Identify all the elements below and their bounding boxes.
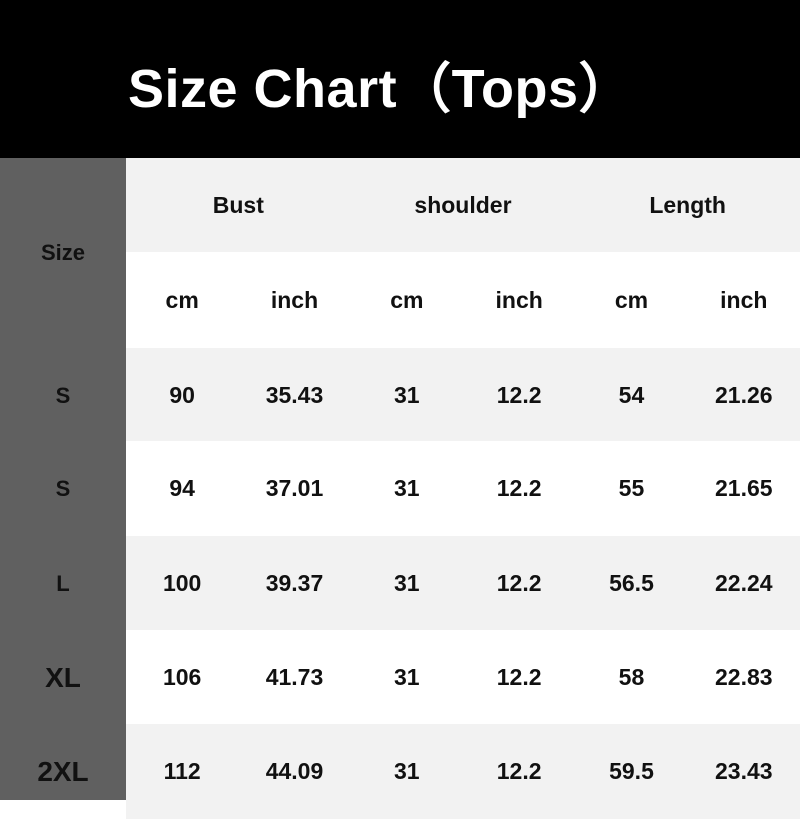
unit-header: cm xyxy=(614,286,649,313)
header-unit-row xyxy=(126,252,800,348)
table-cell: 31 xyxy=(394,475,420,501)
size-label: 2XL xyxy=(37,755,89,787)
table-cell: 31 xyxy=(394,570,420,596)
group-header: Length xyxy=(649,191,726,218)
table-cell: 58 xyxy=(618,664,645,690)
table-row xyxy=(126,630,800,725)
table-cell: 22.83 xyxy=(715,664,773,690)
table-cell: 31 xyxy=(394,758,420,784)
table-cell: 21.26 xyxy=(715,382,773,408)
table-cell: 54 xyxy=(618,382,645,408)
size-header: Size xyxy=(40,240,86,265)
table-cell: 12.2 xyxy=(496,382,542,408)
table-cell: 100 xyxy=(162,570,202,596)
table-row xyxy=(126,536,800,631)
table-cell: 59.5 xyxy=(609,758,654,784)
unit-header: inch xyxy=(720,286,768,313)
unit-header: inch xyxy=(495,286,543,313)
table-cell: 56.5 xyxy=(609,570,654,596)
page-title: Size Chart（Tops） xyxy=(128,59,634,119)
table-cell: 23.43 xyxy=(715,758,773,784)
table-cell: 12.2 xyxy=(496,664,542,690)
table-cell: 12.2 xyxy=(496,570,542,596)
table-cell: 12.2 xyxy=(496,475,542,501)
size-label: XL xyxy=(45,661,81,693)
size-column xyxy=(0,158,126,800)
table-cell: 22.24 xyxy=(715,570,773,596)
unit-header: inch xyxy=(270,286,319,313)
size-label: L xyxy=(56,570,70,596)
group-header: Bust xyxy=(212,191,264,218)
table-cell: 90 xyxy=(169,382,195,408)
table-cell: 37.01 xyxy=(265,475,324,501)
table-cell: 41.73 xyxy=(265,664,324,690)
unit-header: cm xyxy=(390,286,424,313)
table-cell: 106 xyxy=(162,664,202,690)
table-row xyxy=(126,441,800,536)
table-row xyxy=(126,348,800,443)
table-cell: 12.2 xyxy=(496,758,542,784)
table-cell: 39.37 xyxy=(265,570,324,596)
table-cell: 112 xyxy=(163,758,201,784)
group-header: shoulder xyxy=(414,191,512,218)
table-cell: 35.43 xyxy=(265,382,324,408)
table-cell: 21.65 xyxy=(715,475,773,501)
table-cell: 44.09 xyxy=(265,758,324,784)
table-cell: 55 xyxy=(618,475,645,501)
table-cell: 31 xyxy=(394,382,420,408)
title-bar: Size Chart（Tops） xyxy=(0,0,800,158)
table-cell: 31 xyxy=(394,664,420,690)
header-group-row xyxy=(126,158,800,252)
size-label: S xyxy=(55,475,71,501)
unit-header: cm xyxy=(165,286,199,313)
size-label: S xyxy=(55,382,71,408)
table-cell: 94 xyxy=(169,475,195,501)
